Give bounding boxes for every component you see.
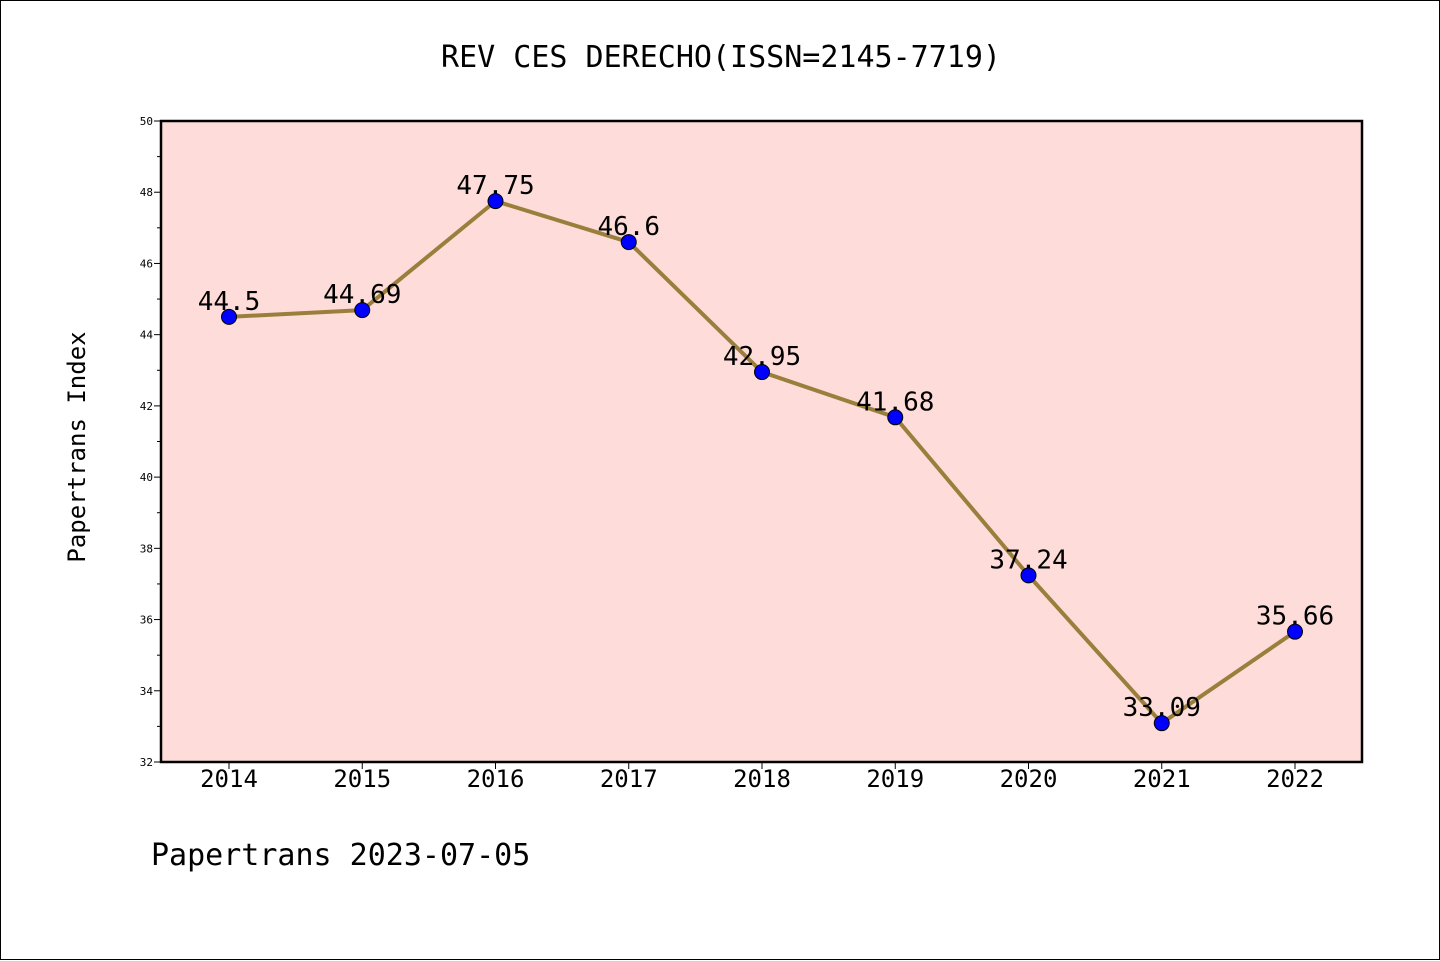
- x-tick-label: 2021: [1133, 765, 1191, 793]
- y-tick-label: 34: [140, 685, 154, 698]
- y-axis: 32 34 36 38 40 42 44 46 48 50: [140, 115, 161, 769]
- x-tick-label: 2018: [733, 765, 791, 793]
- x-tick-label: 2016: [467, 765, 525, 793]
- data-label: 47.75: [456, 171, 534, 201]
- data-label: 41.68: [856, 387, 934, 417]
- data-label: 37.24: [989, 545, 1067, 575]
- data-point: [1020, 567, 1037, 584]
- data-point: [887, 409, 904, 426]
- x-tick-label: 2014: [200, 765, 258, 793]
- data-point: [487, 193, 504, 210]
- y-tick-label: 40: [140, 471, 153, 484]
- x-tick-label: 2022: [1266, 765, 1324, 793]
- data-point: [1287, 623, 1303, 640]
- x-tick-label: 2015: [333, 765, 391, 793]
- y-tick-label: 46: [140, 257, 153, 270]
- data-label: 42.95: [723, 342, 801, 372]
- data-point: [221, 308, 237, 325]
- data-label: 33.09: [1123, 693, 1201, 723]
- y-axis-label: Papertrans Index: [63, 331, 91, 562]
- footer-text: Papertrans 2023-07-05: [151, 838, 530, 873]
- plot-border: [159, 119, 1364, 764]
- plot-area: [161, 121, 1362, 762]
- data-point: [754, 364, 770, 381]
- data-label: 44.5: [198, 287, 261, 317]
- x-axis: 2014 2015 2016 2017 2018 2019 2020 2021 2022: [200, 762, 1324, 793]
- data-label: 35.66: [1256, 602, 1334, 632]
- chart-title: REV CES DERECHO(ISSN=2145-7719): [441, 40, 1001, 75]
- y-tick-label: 32: [140, 756, 153, 769]
- y-tick-label: 44: [140, 329, 154, 342]
- x-tick-label: 2020: [1000, 765, 1058, 793]
- data-label: 44.69: [323, 280, 401, 310]
- x-tick-label: 2017: [600, 765, 658, 793]
- x-tick-label: 2019: [866, 765, 924, 793]
- y-tick-label: 36: [140, 614, 153, 627]
- y-tick-label: 50: [140, 115, 153, 128]
- y-tick-label: 42: [140, 400, 153, 413]
- data-point: [1153, 715, 1170, 732]
- data-point: [354, 302, 371, 319]
- y-tick-label: 38: [140, 542, 153, 555]
- data-label: 46.6: [597, 212, 660, 242]
- y-tick-label: 48: [140, 186, 153, 199]
- data-point: [620, 234, 637, 251]
- series-line-group: 44.5 44.69 47.75 46.6 42.95 41.68 37.24 33.09 35…: [198, 171, 1334, 732]
